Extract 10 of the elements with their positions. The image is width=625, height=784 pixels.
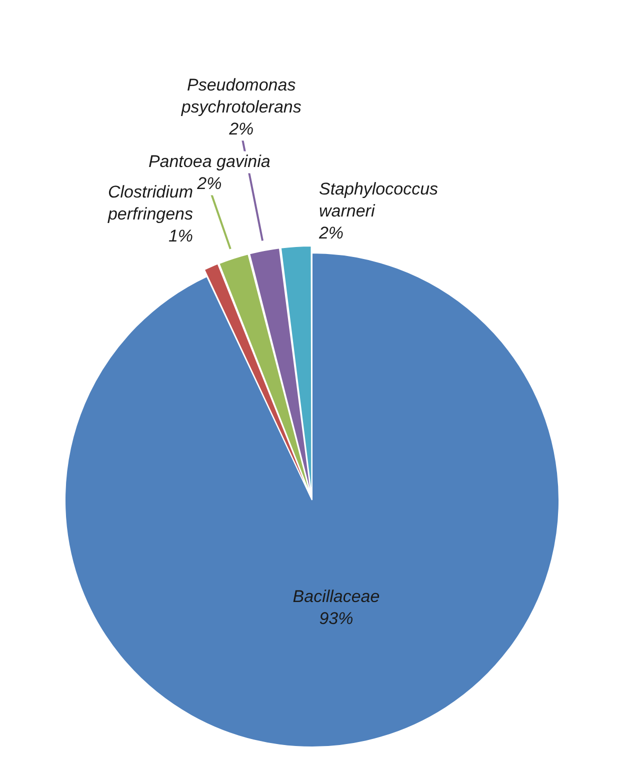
slice-label: Pantoea gavinia	[148, 152, 270, 171]
data-label: 2%	[196, 174, 222, 193]
data-label: 2%	[228, 119, 254, 138]
slice-label: Staphylococcus warneri	[318, 179, 439, 220]
slice-label: Clostridium perfringens	[106, 182, 194, 224]
data-label: 93%	[319, 609, 354, 628]
slice-label: Pseudomonas psychrotolerans	[180, 75, 302, 116]
data-label: 2%	[318, 223, 344, 242]
slice-label: Bacillaceae	[292, 587, 380, 606]
data-label: 1%	[168, 226, 194, 246]
